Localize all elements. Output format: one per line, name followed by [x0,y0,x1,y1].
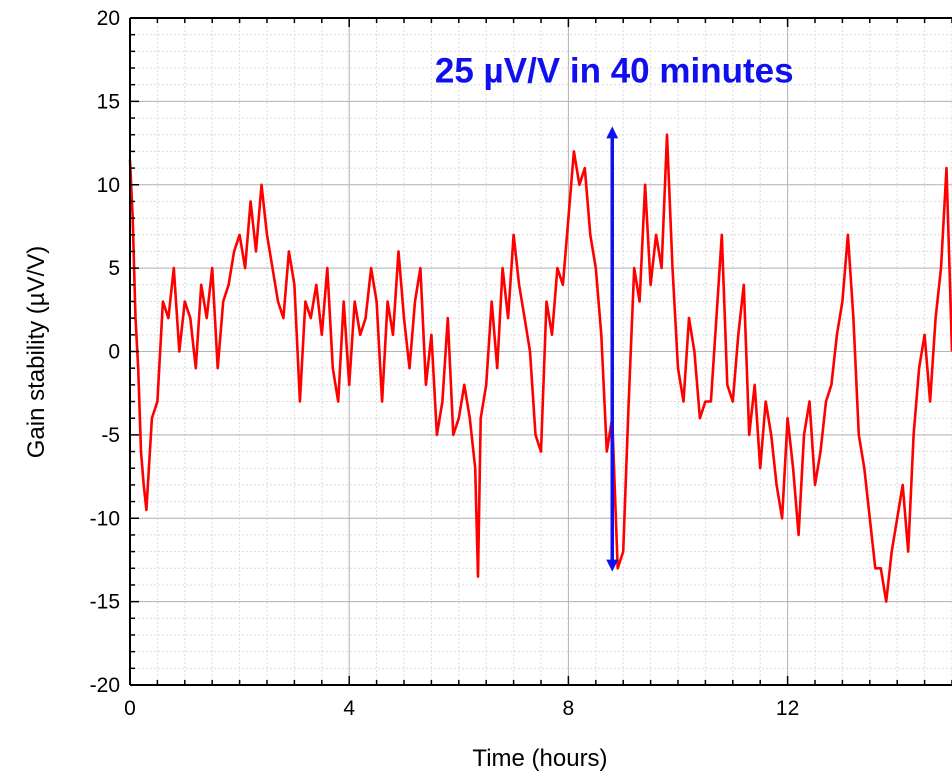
x-tick-label: 12 [776,697,799,720]
y-tick-label: -20 [90,674,120,697]
y-tick-label: 5 [108,257,120,280]
y-tick-label: 10 [97,174,120,197]
y-tick-label: 0 [108,341,120,364]
y-axis-title: Gain stability (µV/V) [23,246,50,459]
x-tick-label: 8 [563,697,575,720]
x-tick-label: 0 [124,697,136,720]
x-axis-title: Time (hours) [472,745,607,772]
y-tick-label: 20 [97,7,120,30]
y-tick-label: -15 [90,591,120,614]
series-layer [128,133,952,603]
annotation-layer: 25 µV/V in 40 minutes [435,52,794,572]
y-tick-label: -10 [90,507,120,530]
series-line-0 [128,133,952,603]
y-tick-label: -5 [101,424,120,447]
annotation-arrowhead-top [606,126,619,139]
annotation-arrowhead-bottom [606,559,619,572]
y-tick-label: 15 [97,90,120,113]
annotation-text: 25 µV/V in 40 minutes [435,52,794,91]
x-tick-label: 4 [343,697,355,720]
tick-labels: 0 4 8 12 -20 -15 -10 -5 0 5 10 15 20 [90,7,800,720]
axis-ticks [129,17,952,686]
